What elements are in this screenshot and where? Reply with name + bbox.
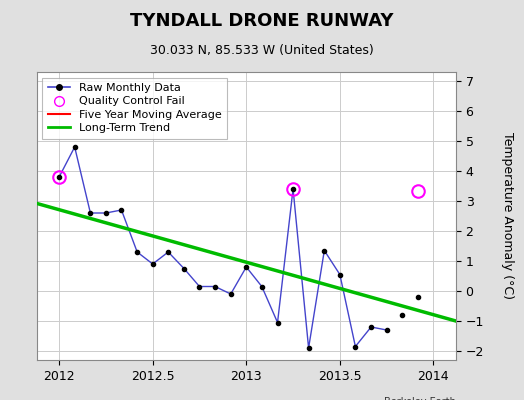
Text: TYNDALL DRONE RUNWAY: TYNDALL DRONE RUNWAY [130, 12, 394, 30]
Legend: Raw Monthly Data, Quality Control Fail, Five Year Moving Average, Long-Term Tren: Raw Monthly Data, Quality Control Fail, … [42, 78, 227, 139]
Text: 30.033 N, 85.533 W (United States): 30.033 N, 85.533 W (United States) [150, 44, 374, 57]
Y-axis label: Temperature Anomaly (°C): Temperature Anomaly (°C) [500, 132, 514, 300]
Text: Berkeley Earth: Berkeley Earth [384, 398, 456, 400]
